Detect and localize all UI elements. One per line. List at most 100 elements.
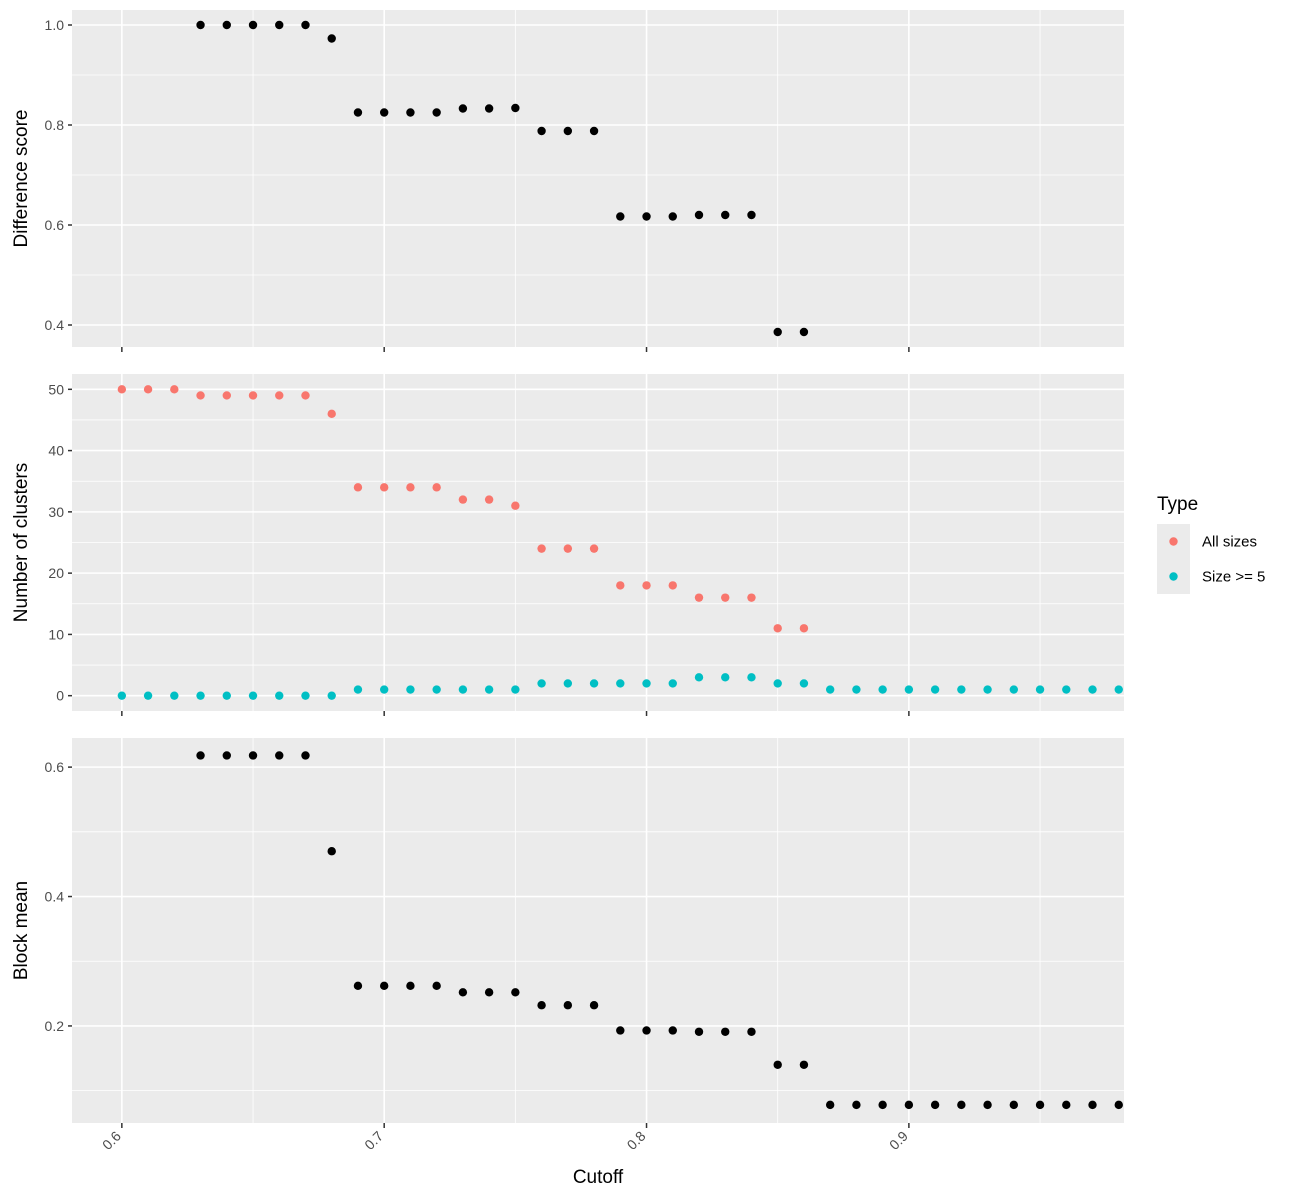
data-point (379, 483, 389, 492)
data-point (458, 495, 468, 504)
data-point (983, 685, 992, 694)
data-point (1088, 685, 1097, 694)
data-point (432, 981, 441, 991)
data-point (196, 751, 205, 760)
data-point (143, 691, 153, 700)
data-point (1088, 1100, 1097, 1110)
data-point (196, 691, 205, 700)
legend-keys: All sizes Size >= 5 (1157, 524, 1265, 594)
data-point (616, 581, 625, 590)
data-point (406, 108, 415, 117)
data-point (721, 1027, 730, 1036)
data-point (248, 20, 258, 30)
y-tick-label: 0.4 (45, 317, 65, 333)
data-point (852, 1100, 861, 1110)
data-point (484, 104, 494, 113)
data-point (353, 108, 363, 117)
data-point (196, 391, 205, 400)
data-point (327, 691, 336, 700)
data-point (589, 679, 599, 688)
legend-label: Size >= 5 (1202, 569, 1265, 586)
data-point (511, 685, 520, 694)
panel-background (72, 738, 1124, 1123)
panel-clusters: 0 10 20 30 40 50 Number of clusters (11, 374, 1124, 716)
data-point (721, 593, 730, 602)
data-point (248, 391, 258, 400)
data-point (537, 679, 546, 688)
y-tick-label: 30 (48, 504, 64, 520)
series-clusters-0 (117, 385, 809, 633)
data-point (747, 593, 756, 602)
data-point (196, 20, 205, 30)
y-tick-label: 20 (48, 565, 64, 581)
data-point (957, 1100, 966, 1110)
data-point (327, 847, 336, 856)
data-point (379, 685, 389, 694)
data-point (143, 385, 153, 394)
data-point (511, 988, 520, 997)
legend-key-point (1169, 537, 1178, 546)
data-point (642, 212, 651, 221)
data-point (406, 685, 415, 694)
y-axis-title-block: Block mean (11, 881, 32, 980)
data-point (484, 685, 494, 694)
data-point (773, 327, 782, 337)
data-point (222, 691, 231, 700)
x-tick-label: 0.6 (99, 1128, 124, 1153)
data-point (275, 391, 284, 400)
data-point (222, 20, 231, 30)
data-point (353, 483, 363, 492)
data-point (799, 1060, 809, 1069)
data-point (773, 624, 782, 633)
data-point (458, 988, 468, 997)
data-point (222, 391, 231, 400)
y-tick-label: 0.6 (45, 217, 65, 233)
data-point (117, 691, 127, 700)
data-point (799, 679, 809, 688)
data-point (852, 685, 861, 694)
panels-layer: 0.4 0.6 0.8 1.0 Difference score 0 10 20 30 40 50 N… (11, 10, 1124, 1153)
data-point (668, 212, 677, 221)
y-tick-label: 50 (48, 381, 64, 397)
data-point (983, 1100, 992, 1110)
data-point (1009, 685, 1019, 694)
data-point (668, 1026, 677, 1035)
data-point (694, 210, 704, 220)
data-point (484, 495, 494, 504)
series-difference-0 (196, 20, 809, 337)
data-point (799, 624, 809, 633)
data-point (275, 751, 284, 760)
data-point (721, 673, 730, 682)
panel-difference: 0.4 0.6 0.8 1.0 Difference score (11, 10, 1124, 352)
data-point (878, 1100, 887, 1110)
data-point (773, 1060, 782, 1069)
data-point (563, 544, 573, 553)
data-point (327, 409, 336, 419)
legend-label: All sizes (1202, 534, 1257, 551)
data-point (642, 581, 651, 590)
series-block-0 (196, 751, 1123, 1110)
x-tick-label: 0.9 (886, 1128, 911, 1153)
data-point (511, 103, 520, 113)
y-tick-label: 0.2 (45, 1018, 65, 1034)
data-point (563, 679, 573, 688)
data-point (537, 544, 546, 553)
data-point (616, 1026, 625, 1035)
data-point (904, 1100, 914, 1110)
data-point (458, 685, 468, 694)
y-tick-label: 10 (48, 626, 64, 642)
data-point (248, 751, 258, 760)
legend-title: Type (1157, 494, 1198, 515)
data-point (825, 685, 835, 694)
data-point (668, 581, 677, 590)
data-point (248, 691, 258, 700)
data-point (432, 483, 441, 492)
y-axis-title-clusters: Number of clusters (11, 463, 32, 622)
data-point (721, 210, 730, 220)
data-point (825, 1100, 835, 1110)
y-tick-label: 40 (48, 443, 64, 459)
data-point (799, 327, 809, 337)
panel-background (72, 10, 1124, 347)
data-point (117, 385, 127, 394)
data-point (170, 691, 179, 700)
